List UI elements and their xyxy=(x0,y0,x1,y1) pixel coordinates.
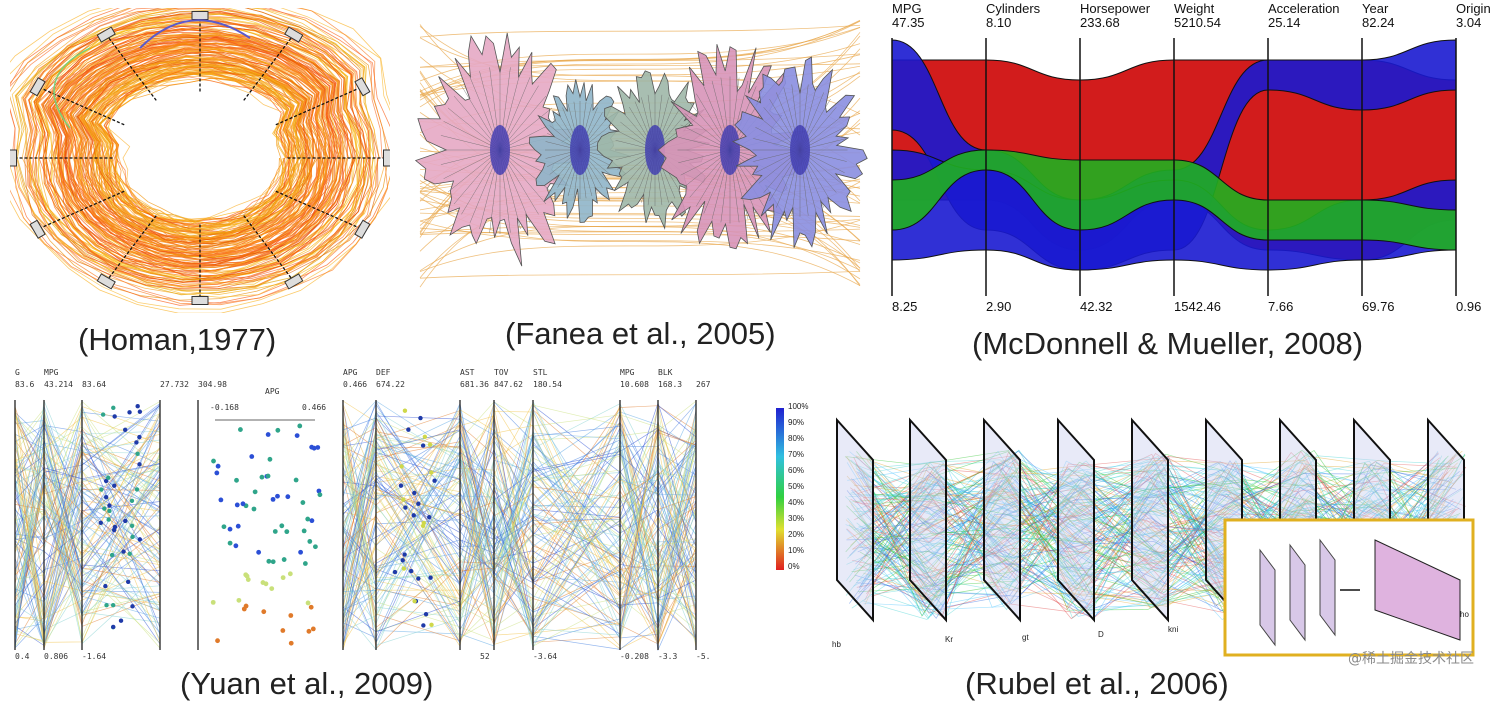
yuan-axis-top-value: 674.22 xyxy=(376,380,405,389)
yuan-axis-bottom-value: -3.64 xyxy=(533,652,558,661)
rubel-scale-tick: 60% xyxy=(788,466,805,475)
homan-radial-plot xyxy=(10,8,390,313)
homan-caption: (Homan,1977) xyxy=(78,322,277,357)
rubel-scale-tick: 90% xyxy=(788,418,805,427)
yuan-axis-name: MPG xyxy=(44,368,59,377)
rubel-scale-tick: 10% xyxy=(788,546,805,555)
homan-axes xyxy=(10,11,390,305)
mcd-axis-name: Origin xyxy=(1456,1,1491,16)
mcdonnell-parallel-plot xyxy=(891,38,1457,296)
mcd-axis-max: 47.35 xyxy=(892,15,925,30)
mcd-axis-min: 69.76 xyxy=(1362,299,1395,314)
yuan-lines xyxy=(14,399,697,652)
rubel-axis-label: Kr xyxy=(945,635,953,644)
yuan-parallel-scatter xyxy=(14,399,697,652)
yuan-axis-name: MPG xyxy=(620,368,635,377)
yuan-scatter-label: APG xyxy=(265,387,280,396)
yuan-axis-name: TOV xyxy=(494,368,509,377)
yuan-axis-name: DEF xyxy=(376,368,391,377)
rubel-panel: 100% 90% 80% 70% 60% 50% 40% 30% 20% 10% 0% hb Kr gt D… xyxy=(770,380,1494,670)
yuan-axis-top-value: 180.54 xyxy=(533,380,562,389)
rubel-scale-tick: 80% xyxy=(788,434,805,443)
rubel-axis-label: hb xyxy=(832,640,841,649)
mcd-axis-max: 82.24 xyxy=(1362,15,1395,30)
yuan-axis-bottom-value: 52 xyxy=(480,652,490,661)
rubel-axis-label: ho xyxy=(1460,610,1469,619)
yuan-axis-bottom-value: -1.64 xyxy=(82,652,107,661)
yuan-scatter-dots xyxy=(98,404,437,646)
yuan-axis-top-value: 168.3 xyxy=(658,380,683,389)
yuan-axis-top-value: 83.6 xyxy=(15,380,35,389)
rubel-scale-tick: 100% xyxy=(788,402,809,411)
mcd-axis-name: Acceleration xyxy=(1268,1,1340,16)
yuan-axis-bottom-value: 0.806 xyxy=(44,652,69,661)
rubel-axis-label: kni xyxy=(1168,625,1179,634)
rubel-scale-tick: 70% xyxy=(788,450,805,459)
yuan-axis-top-value: 304.98 xyxy=(198,380,227,389)
yuan-axis-top-value: 267.24 xyxy=(696,380,710,389)
mcd-axis-max: 8.10 xyxy=(986,15,1012,30)
yuan-axis-name: STL xyxy=(533,368,548,377)
homan-panel xyxy=(10,8,390,313)
yuan-scatter-min: -0.168 xyxy=(210,403,239,412)
mcdonnell-caption: (McDonnell & Mueller, 2008) xyxy=(972,326,1364,361)
yuan-axis-bottom-value: -0.208 xyxy=(620,652,649,661)
mcd-axis-name: Horsepower xyxy=(1080,1,1151,16)
yuan-axis-top-value: 10.608 xyxy=(620,380,649,389)
mcdonnell-panel: MPG 47.35 8.25 Cylinders 8.10 2.90 Horsepower 2… xyxy=(888,0,1494,325)
mcd-axis-name: MPG xyxy=(892,1,922,16)
yuan-axis-top-value: 847.62 xyxy=(494,380,523,389)
mcd-axis-name: Weight xyxy=(1174,1,1215,16)
mcd-axis-min: 1542.46 xyxy=(1174,299,1221,314)
rubel-axis-label: gt xyxy=(1022,633,1029,642)
mcd-axis-max: 3.04 xyxy=(1456,15,1482,30)
fanea-panel xyxy=(400,0,880,310)
mcd-axis-min: 42.32 xyxy=(1080,299,1113,314)
rubel-scale-tick: 30% xyxy=(788,514,805,523)
mcd-axis-min: 0.96 xyxy=(1456,299,1482,314)
yuan-axis-name: APG xyxy=(343,368,358,377)
rubel-caption: (Rubel et al., 2006) xyxy=(965,666,1229,701)
fanea-caption: (Fanea et al., 2005) xyxy=(505,316,776,351)
yuan-axis-bottom-value: -5.24 xyxy=(696,652,710,661)
yuan-axis-top-value: 27.732 xyxy=(160,380,189,389)
mcd-axis-min: 8.25 xyxy=(892,299,918,314)
mcd-axis-max: 25.14 xyxy=(1268,15,1301,30)
fanea-star xyxy=(414,32,589,267)
watermark: @稀土掘金技术社区 xyxy=(1348,651,1474,667)
rubel-3d-parallel xyxy=(776,408,1475,657)
yuan-axis-top-value: 0.466 xyxy=(343,380,368,389)
fanea-star xyxy=(732,56,868,248)
rubel-scale-tick: 50% xyxy=(788,482,805,491)
mcd-axis-min: 7.66 xyxy=(1268,299,1294,314)
yuan-axis-name: BLK xyxy=(658,368,673,377)
yuan-axis-bottom-value: 0.4 xyxy=(15,652,30,661)
mcd-axis-min: 2.90 xyxy=(986,299,1012,314)
rubel-scale-tick: 20% xyxy=(788,530,805,539)
fanea-star-plot xyxy=(414,19,868,288)
yuan-axis-name: AST xyxy=(460,368,475,377)
yuan-axis-bottom-value: -3.3 xyxy=(658,652,678,661)
mcd-axis-max: 233.68 xyxy=(1080,15,1120,30)
yuan-axis-top-value: 83.64 xyxy=(82,380,107,389)
yuan-axis-name: G xyxy=(15,368,20,377)
yuan-caption: (Yuan et al., 2009) xyxy=(180,666,434,701)
rubel-axis-label: D xyxy=(1098,630,1104,639)
mcd-axis-name: Year xyxy=(1362,1,1389,16)
yuan-axis-top-value: 43.214 xyxy=(44,380,73,389)
rubel-color-scale xyxy=(776,408,784,570)
yuan-panel: G 83.6 MPG 43.214 83.64 27.732 304.98 APG 0.466 D… xyxy=(10,365,710,665)
rubel-scale-tick: 0% xyxy=(788,562,800,571)
mcd-axis-max: 5210.54 xyxy=(1174,15,1221,30)
yuan-scatter-max: 0.466 xyxy=(302,403,327,412)
rubel-scale-tick: 40% xyxy=(788,498,805,507)
mcd-axis-name: Cylinders xyxy=(986,1,1041,16)
yuan-axis-top-value: 681.36 xyxy=(460,380,489,389)
